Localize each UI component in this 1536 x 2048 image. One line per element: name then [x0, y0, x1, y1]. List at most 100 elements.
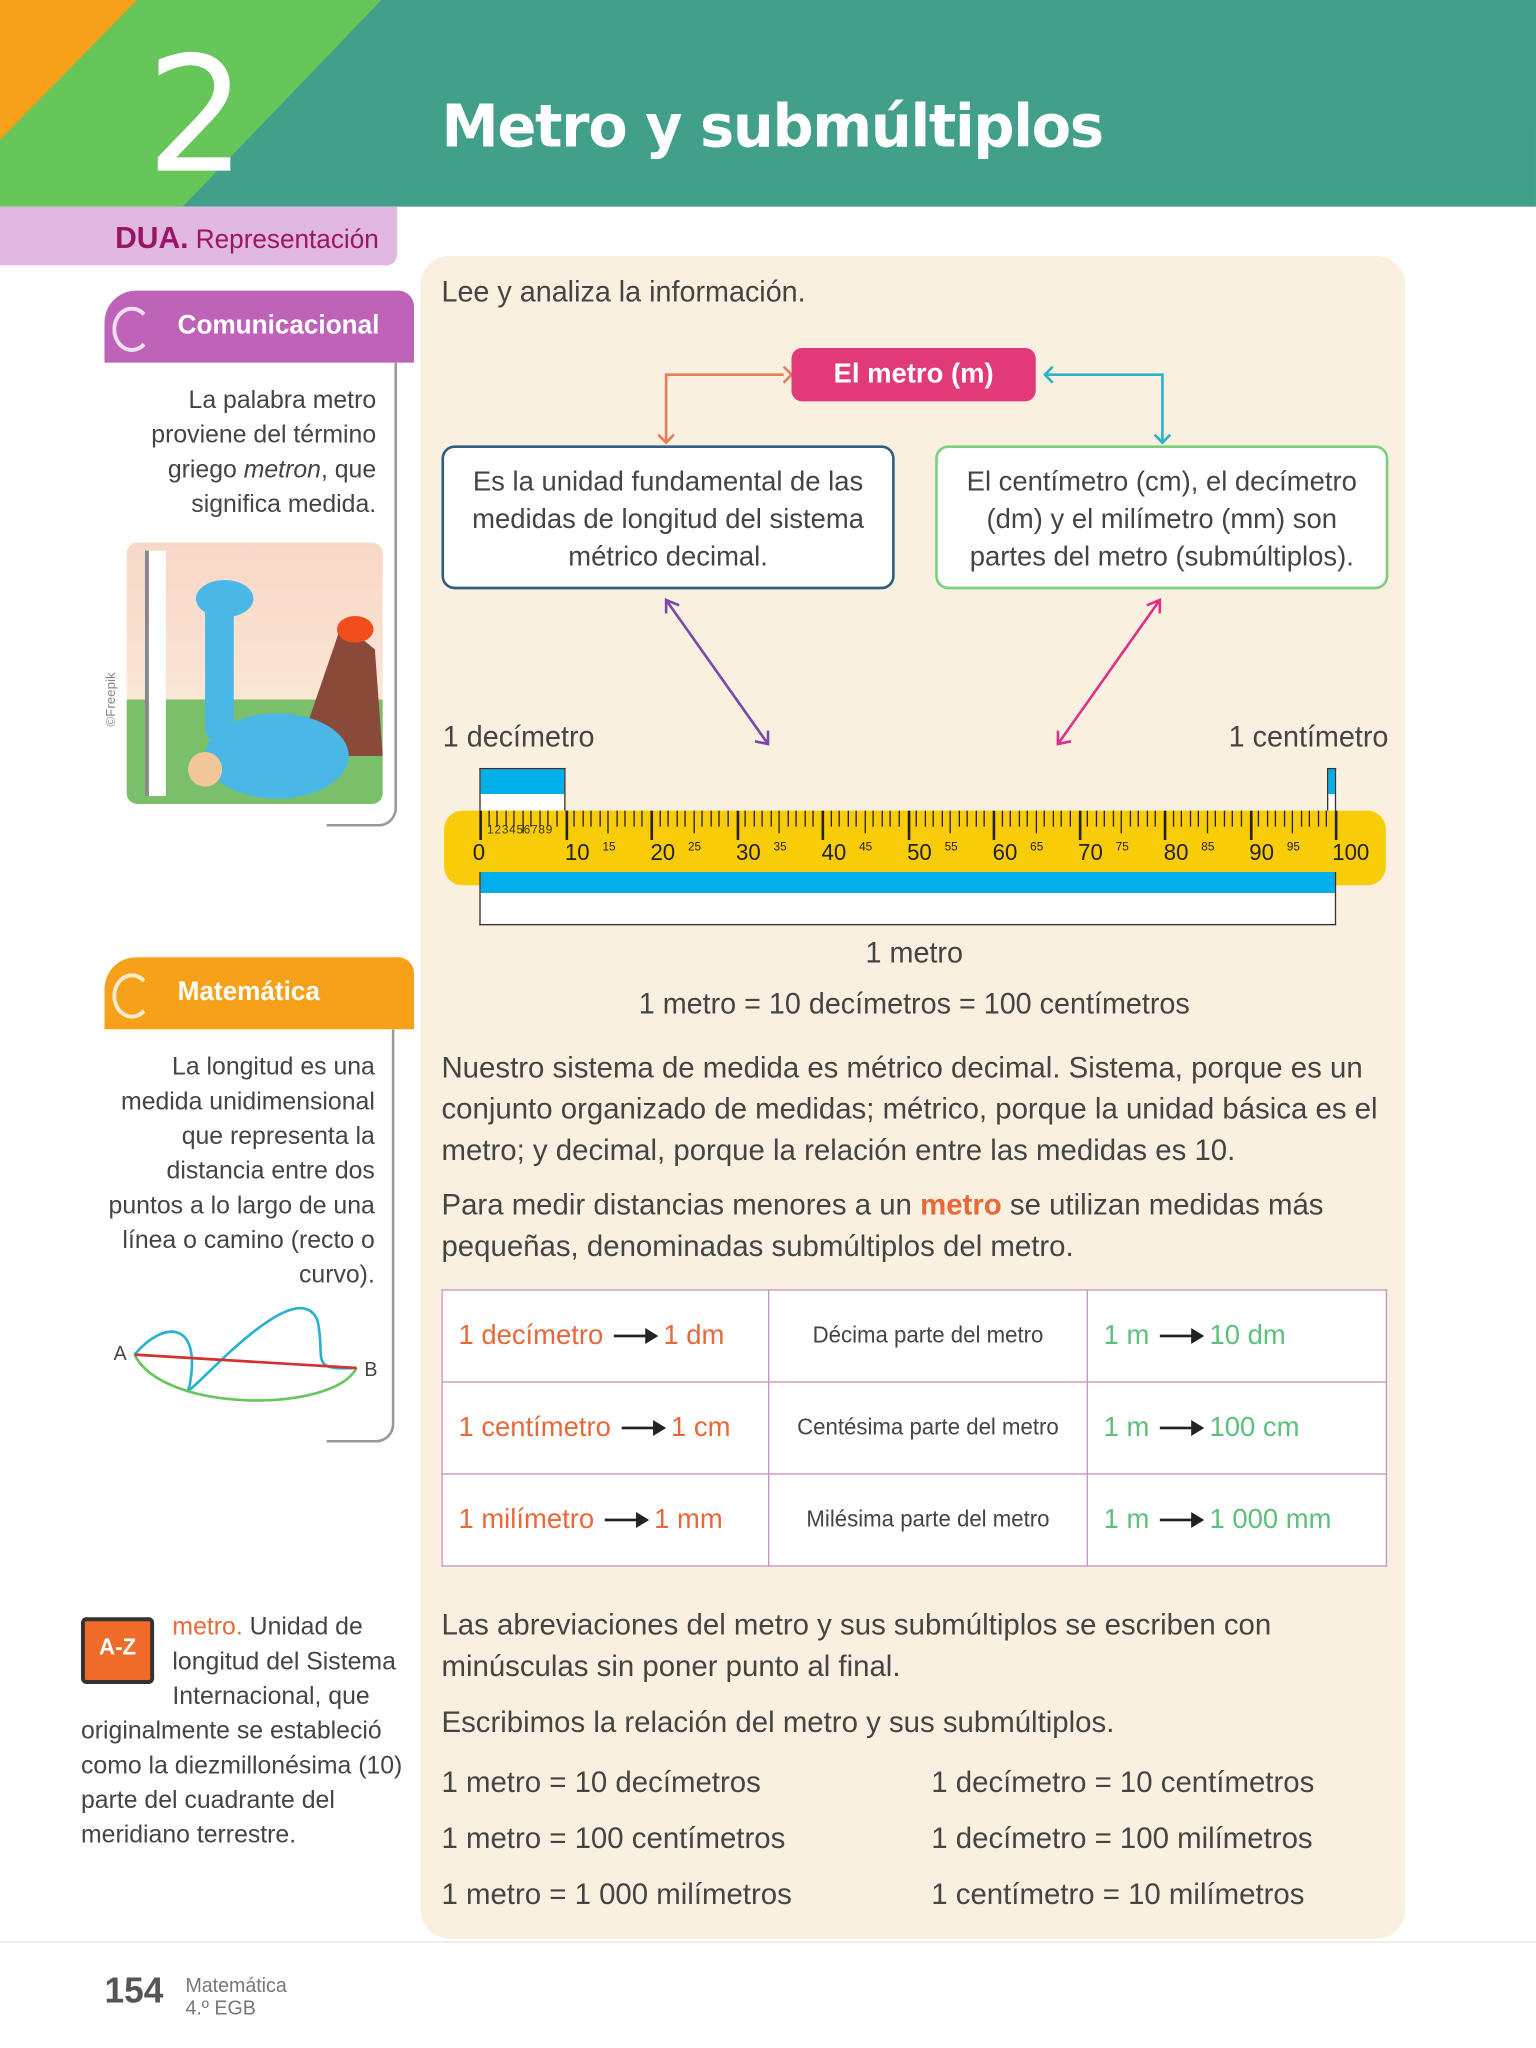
ruler-minor-label: 65: [1030, 839, 1044, 854]
ruler-major-label: 100: [1332, 839, 1370, 866]
ruler-tick: [1326, 810, 1328, 827]
ruler-major-label: 10: [564, 839, 590, 866]
description-cell: Centésima parte del metro: [767, 1381, 1088, 1475]
ruler-tick: [590, 810, 592, 827]
ruler-tick: [889, 810, 892, 827]
ruler-mm-labels: 123456789: [487, 822, 554, 836]
ruler-tick: [744, 810, 746, 827]
submultiples-box: El centímetro (cm), el decímetro (dm) y …: [935, 445, 1389, 590]
ruler-tick: [992, 810, 996, 840]
ruler-tick: [479, 810, 482, 840]
relation: 1 metro = 100 centímetros: [441, 1821, 786, 1855]
paragraph-abbreviations: Las abreviaciones del metro y sus submúl…: [441, 1607, 1272, 1683]
ruler-tick: [1086, 810, 1089, 827]
unit-cell: 1 decímetro 1 dm: [441, 1289, 770, 1383]
instruction: Lee y analiza la información.: [441, 274, 806, 308]
ruler-major-label: 50: [907, 839, 932, 866]
dictionary-icon: A-Z: [80, 1617, 155, 1684]
tab-label: Matemática: [177, 977, 320, 1007]
ruler-minor-label: 75: [1115, 839, 1129, 854]
ruler-minor-label: 15: [602, 839, 616, 854]
glossary-term: metro.: [172, 1613, 243, 1642]
ruler-tick: [898, 810, 900, 827]
ruler-tick: [633, 810, 635, 827]
ruler-tick: [778, 810, 781, 834]
ruler-tick: [1215, 810, 1217, 827]
matematica-tab: Matemática: [104, 957, 415, 1030]
ruler-tick: [770, 810, 772, 827]
relation: 1 decímetro = 10 centímetros: [931, 1765, 1315, 1799]
ruler-tick: [864, 810, 866, 834]
ruler-tick: [684, 810, 686, 827]
submultiples-table: 1 decímetro 1 dm Décima parte del metro 1…: [441, 1289, 1388, 1567]
dinosaur-icon: [188, 579, 383, 799]
dua-banner: DUA. Representación: [0, 206, 398, 266]
paragraph-system: Nuestro sistema de medida es métrico dec…: [441, 1050, 1378, 1167]
ruler-tick: [975, 810, 977, 827]
ruler-minor-label: 45: [859, 839, 873, 854]
footer-divider: [0, 1941, 1536, 1943]
ruler-tick: [1197, 810, 1200, 827]
ruler-tick: [1274, 810, 1277, 827]
ruler-tick: [1180, 810, 1183, 827]
ruler-major-label: 0: [472, 839, 486, 866]
ruler-tick: [539, 810, 541, 827]
chapter-header: 2 Metro y submúltiplos: [0, 0, 1536, 207]
ruler-tick: [718, 810, 721, 827]
page-title: Metro y submúltiplos: [441, 93, 1104, 162]
table-row: 1 milímetro 1 mm Milésima parte del metro…: [441, 1473, 1388, 1567]
equivalence-cell: 1 m 10 dm: [1086, 1289, 1388, 1383]
glossary-entry: A-Z metro. Unidad de longitud del Sistema…: [80, 1611, 408, 1854]
ruler-tick: [676, 810, 678, 827]
point-a-label: A: [114, 1343, 128, 1365]
ruler-tick: [487, 810, 490, 827]
ruler-tick: [804, 810, 806, 827]
ruler-tick: [581, 810, 584, 827]
ruler-tick: [1292, 810, 1294, 834]
ruler-tick: [607, 810, 609, 834]
ruler-tick: [1309, 810, 1311, 827]
point-b-label: B: [364, 1359, 377, 1381]
chapter-number: 2: [146, 23, 247, 207]
ruler-tick: [984, 810, 986, 827]
arrow-icon: [1159, 1328, 1205, 1345]
image-credit: ©Freepik: [104, 672, 119, 727]
metro-bar: [479, 871, 1337, 926]
arrow-icon: [604, 1512, 649, 1529]
ruler-tick: [1035, 810, 1037, 834]
ruler-minor-label: 55: [944, 839, 958, 854]
ruler-tick: [1026, 810, 1029, 827]
side-frame: [326, 1029, 395, 1443]
ruler-tick: [564, 810, 568, 840]
relation: 1 metro = 10 decímetros: [441, 1765, 761, 1799]
equation: 1 metro = 10 decímetros = 100 centímetro…: [638, 986, 1190, 1020]
ruler-major-label: 40: [821, 839, 847, 866]
highlight-metro: metro: [920, 1187, 1002, 1222]
description-cell: Milésima parte del metro: [767, 1473, 1088, 1567]
ruler-major-label: 90: [1249, 839, 1274, 866]
comunicacional-text: La palabra metro proviene del término gr…: [151, 386, 377, 519]
ruler-tick: [1189, 810, 1191, 827]
ruler-tick: [753, 810, 755, 827]
paragraph-submultiples: Para medir distancias menores a un metro…: [441, 1187, 1324, 1263]
ruler-tick: [641, 810, 644, 827]
ruler-tick: [1206, 810, 1208, 834]
ruler-major-label: 70: [1078, 839, 1103, 866]
metro-label: 1 metro: [865, 935, 963, 970]
ruler-tick: [1283, 810, 1285, 827]
ruler-major-label: 60: [992, 839, 1018, 866]
ruler-minor-label: 25: [687, 839, 702, 854]
ruler-tick: [949, 810, 952, 834]
ruler-minor-label: 85: [1201, 839, 1215, 854]
ruler-tick: [573, 810, 575, 827]
description-cell: Décima parte del metro: [767, 1289, 1088, 1383]
ruler-tick: [958, 810, 960, 827]
c-icon: [112, 306, 152, 352]
path-diagram: A B: [114, 1307, 377, 1402]
ruler-tick: [1069, 810, 1071, 827]
ruler-tick: [624, 810, 627, 827]
centimetro-bar: [1326, 767, 1337, 811]
arrow-icon: [621, 1420, 666, 1437]
relation: 1 centímetro = 10 milímetros: [931, 1877, 1305, 1911]
